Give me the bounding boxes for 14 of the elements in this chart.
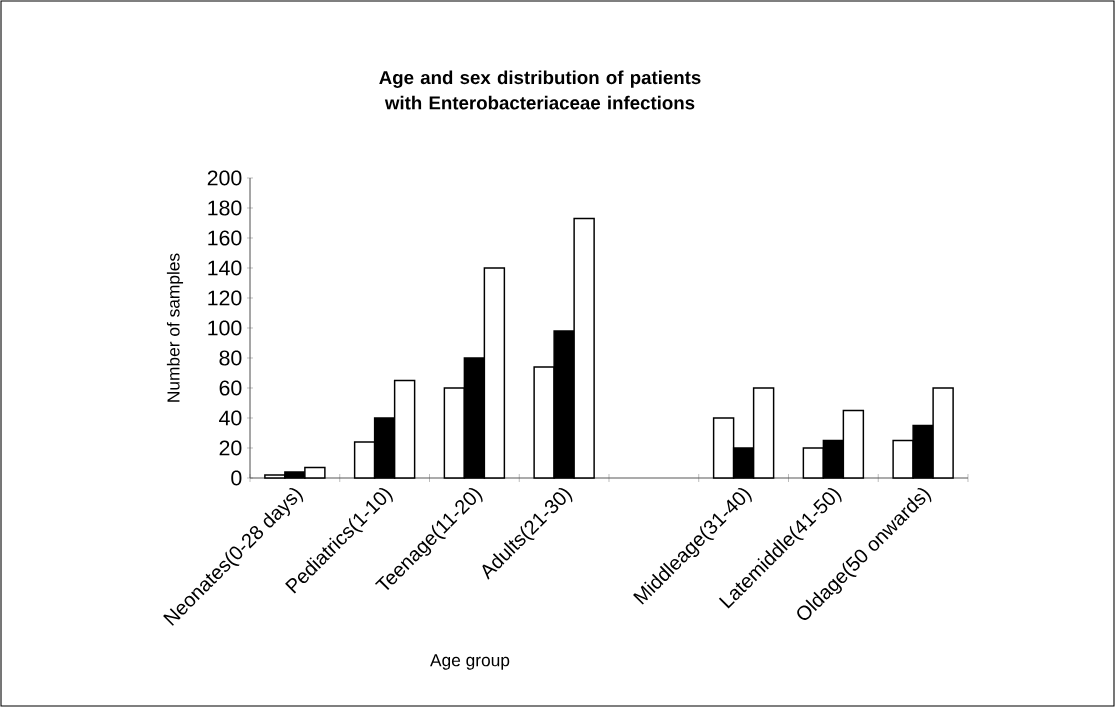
y-tick-label: 40 (219, 410, 242, 426)
y-tick-label: 20 (219, 440, 242, 456)
chart-title: Age and sex distribution of patients with Enterobacteriaceae infections (379, 70, 701, 110)
y-axis-title: Number of samples (166, 253, 184, 402)
x-axis-title: Age group (430, 654, 510, 670)
y-tick-label: 160 (208, 230, 242, 246)
y-tick-label: 140 (208, 260, 242, 276)
y-tick-label: 0 (231, 470, 242, 486)
y-tick-label: 100 (208, 320, 242, 336)
y-tick-label: 180 (208, 200, 242, 216)
y-tick-label: 80 (219, 350, 242, 366)
y-tick-label: 200 (207, 170, 242, 186)
y-tick-label: 120 (208, 290, 242, 306)
y-tick-label: 60 (219, 380, 242, 396)
